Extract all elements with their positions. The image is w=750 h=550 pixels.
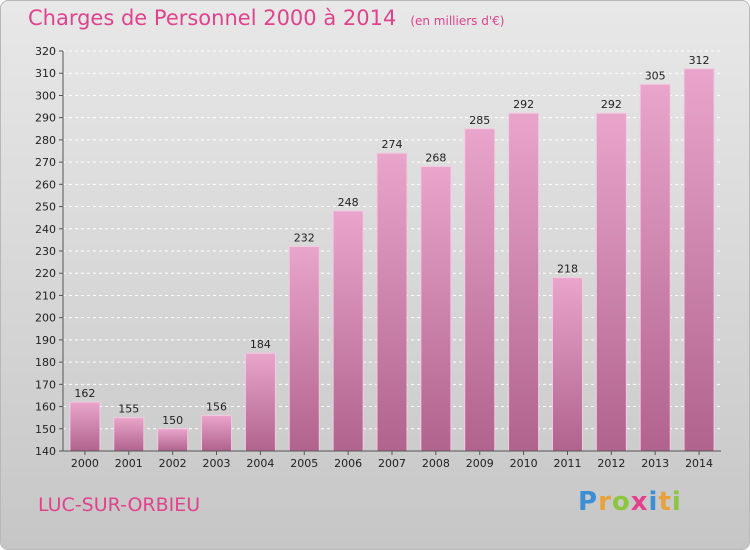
y-tick-label: 260 <box>35 178 56 191</box>
x-tick-label: 2011 <box>553 457 581 470</box>
value-label-2006: 248 <box>338 196 359 209</box>
x-tick-label: 2001 <box>115 457 143 470</box>
y-tick-label: 150 <box>35 423 56 436</box>
y-tick-label: 290 <box>35 112 56 125</box>
value-label-2001: 155 <box>118 403 139 416</box>
bars <box>69 68 715 452</box>
value-label-2008: 268 <box>425 152 446 165</box>
y-tick-label: 180 <box>35 356 56 369</box>
value-labels: 162 155 150 156 184 232 248 274 268 285 292 218 292 3… <box>74 54 709 427</box>
value-label-2009: 285 <box>469 114 490 127</box>
bar-2013 <box>639 83 671 452</box>
y-tick-label: 160 <box>35 401 56 414</box>
x-tick-label: 2004 <box>246 457 274 470</box>
value-label-2013: 305 <box>645 69 666 82</box>
value-label-2003: 156 <box>206 400 227 413</box>
x-tick-label: 2013 <box>641 457 669 470</box>
bar-2010 <box>508 112 540 452</box>
y-tick-label: 170 <box>35 378 56 391</box>
bar-2005 <box>288 246 320 452</box>
y-tick-label: 210 <box>35 289 56 302</box>
value-label-2000: 162 <box>74 387 95 400</box>
y-axis-ticks: 140 150 160 170 180 190 200 210 220 230 240 250 260 2… <box>35 45 63 458</box>
value-label-2010: 292 <box>513 98 534 111</box>
bar-2002 <box>157 428 189 452</box>
bar-2009 <box>464 128 496 452</box>
bar-2006 <box>332 210 364 452</box>
bar-2004 <box>244 352 276 452</box>
value-label-2014: 312 <box>689 54 710 67</box>
value-label-2004: 184 <box>250 338 271 351</box>
x-tick-label: 2000 <box>71 457 99 470</box>
y-tick-label: 140 <box>35 445 56 458</box>
y-tick-label: 220 <box>35 267 56 280</box>
y-tick-label: 300 <box>35 89 56 102</box>
value-label-2007: 274 <box>382 138 403 151</box>
y-tick-label: 270 <box>35 156 56 169</box>
bar-2012 <box>595 112 627 452</box>
y-tick-label: 320 <box>35 45 56 58</box>
y-tick-label: 280 <box>35 134 56 147</box>
chart-subtitle: (en milliers d'€) <box>410 14 505 28</box>
bar-2003 <box>201 414 233 452</box>
bar-2007 <box>376 152 408 452</box>
bar-2001 <box>113 417 145 452</box>
y-tick-label: 190 <box>35 334 56 347</box>
value-label-2011: 218 <box>557 263 578 276</box>
bar-2011 <box>551 277 583 452</box>
value-label-2002: 150 <box>162 414 183 427</box>
x-tick-label: 2002 <box>159 457 187 470</box>
y-tick-label: 240 <box>35 223 56 236</box>
bar-2000 <box>69 401 101 452</box>
x-tick-label: 2014 <box>685 457 713 470</box>
x-tick-label: 2003 <box>203 457 231 470</box>
x-axis-ticks: 2000 2001 2002 2003 2004 2005 2006 2007 2008 2009… <box>71 451 713 470</box>
proxiti-logo: Proxiti <box>578 487 682 517</box>
bar-2014 <box>683 68 715 452</box>
bar-2008 <box>420 166 452 452</box>
x-tick-label: 2012 <box>597 457 625 470</box>
city-name: LUC-SUR-ORBIEU <box>38 494 201 516</box>
x-tick-label: 2009 <box>466 457 494 470</box>
x-tick-label: 2008 <box>422 457 450 470</box>
title-text: Charges de Personnel 2000 à 2014 <box>28 6 397 30</box>
x-tick-label: 2007 <box>378 457 406 470</box>
x-tick-label: 2010 <box>510 457 538 470</box>
value-label-2012: 292 <box>601 98 622 111</box>
y-tick-label: 310 <box>35 67 56 80</box>
x-tick-label: 2006 <box>334 457 362 470</box>
value-label-2005: 232 <box>294 232 315 245</box>
y-tick-label: 250 <box>35 201 56 214</box>
chart-title: Charges de Personnel 2000 à 2014 (en mill… <box>28 6 504 30</box>
y-tick-label: 230 <box>35 245 56 258</box>
y-tick-label: 200 <box>35 312 56 325</box>
x-tick-label: 2005 <box>290 457 318 470</box>
